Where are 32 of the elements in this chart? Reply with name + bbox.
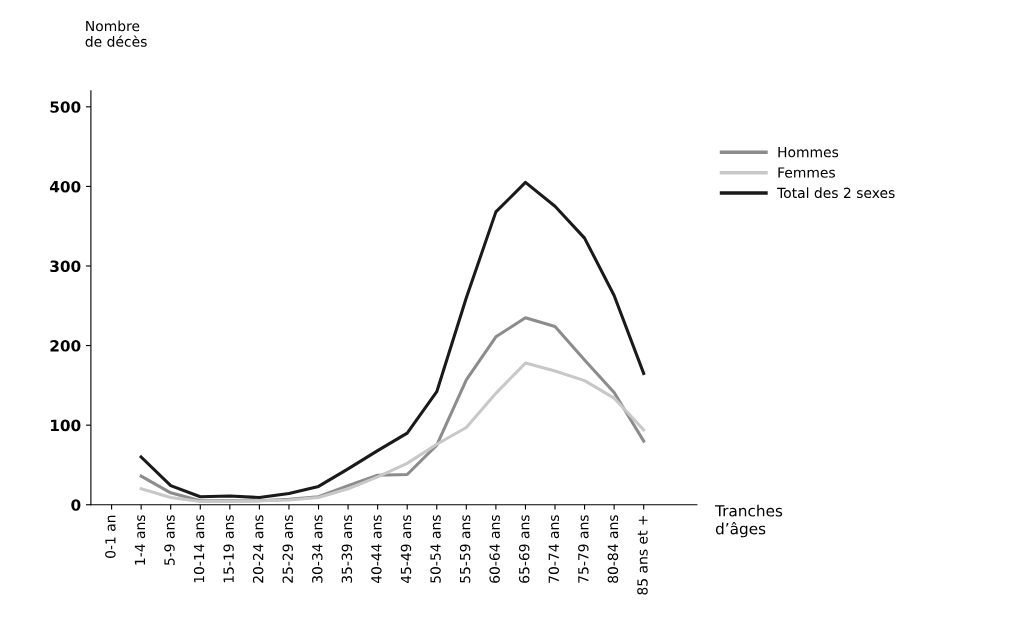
x-tick-label: 20-24 ans [252, 515, 264, 583]
y-tick-label: 100 [51, 419, 81, 432]
line-series [139, 180, 646, 500]
x-tick-label: 0-1 an [105, 515, 116, 558]
x-tick-label: 5-9 ans [164, 515, 175, 566]
x-axis-title: Tranches d’âges [715, 504, 783, 538]
x-tick-label: 60-64 ans [489, 515, 500, 583]
x-tick-label: 35-39 ans [341, 515, 353, 583]
legend-label: Hommes [778, 147, 839, 158]
y-tick-label: 200 [50, 340, 81, 352]
x-tick-label: 15-19 ans [223, 515, 234, 583]
legend-label: Femmes [778, 167, 836, 178]
y-tick-label: 400 [49, 180, 81, 193]
x-tick-label: 40-44 ans [371, 515, 382, 584]
x-tick-label: 55-59 ans [459, 515, 471, 583]
x-tick-label: 80-84 ans [607, 515, 619, 583]
x-tick-label: 30-34 ans [312, 515, 323, 583]
x-tick-label: 10-14 ans [193, 515, 205, 583]
x-tick-label: 70-74 ans [548, 515, 560, 583]
x-tick-label: 45-49 ans [400, 515, 412, 584]
legend-label: Total des 2 sexes [777, 187, 895, 199]
y-tick-label: 0 [71, 499, 81, 511]
line-series [139, 361, 646, 504]
x-tick-label: 1-4 ans [134, 515, 146, 565]
y-tick-label: 300 [50, 260, 81, 273]
x-tick-label: 50-54 ans [430, 515, 441, 583]
y-tick-label: 500 [50, 101, 81, 113]
x-tick-label: 25-29 ans [282, 515, 293, 583]
x-tick-label: 85 ans et + [637, 515, 648, 595]
x-tick-label: 75-79 ans [578, 515, 589, 583]
y-axis-title: Nombre de décès [85, 20, 147, 47]
x-tick-label: 65-69 ans [518, 515, 530, 583]
